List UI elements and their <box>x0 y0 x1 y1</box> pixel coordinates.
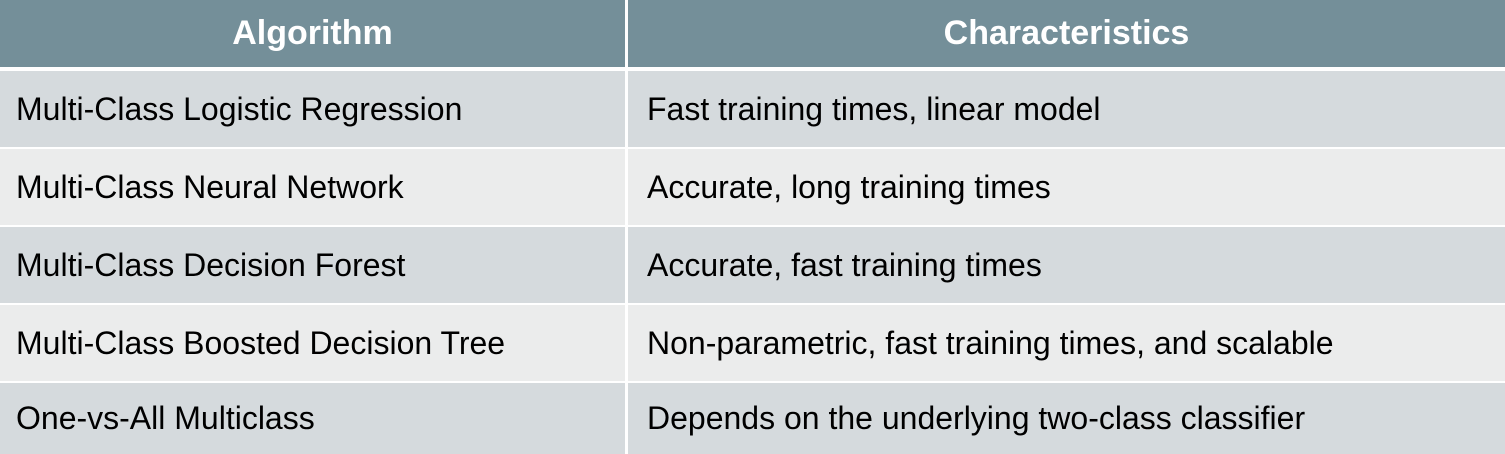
table-row: Multi-Class Logistic Regression Fast tra… <box>0 71 1505 149</box>
table-row: One-vs-All Multiclass Depends on the und… <box>0 383 1505 454</box>
header-characteristics: Characteristics <box>943 14 1190 52</box>
algorithm-cell: Multi-Class Logistic Regression <box>0 71 628 147</box>
algorithm-cell: Multi-Class Decision Forest <box>0 227 628 303</box>
table-row: Multi-Class Boosted Decision Tree Non-pa… <box>0 305 1505 383</box>
table-row: Multi-Class Decision Forest Accurate, fa… <box>0 227 1505 305</box>
algorithm-cell: Multi-Class Neural Network <box>0 149 628 225</box>
algorithm-cell: One-vs-All Multiclass <box>0 383 628 454</box>
characteristics-cell: Accurate, long training times <box>647 168 1051 205</box>
algorithm-cell: Multi-Class Boosted Decision Tree <box>0 305 628 381</box>
characteristics-cell: Depends on the underlying two-class clas… <box>647 400 1306 436</box>
characteristics-cell: Fast training times, linear model <box>647 90 1101 127</box>
header-algorithm: Algorithm <box>0 0 628 67</box>
characteristics-cell: Non-parametric, fast training times, and… <box>647 324 1334 361</box>
table-row: Multi-Class Neural Network Accurate, lon… <box>0 149 1505 227</box>
characteristics-cell: Accurate, fast training times <box>647 246 1042 283</box>
table-header-row: Algorithm Characteristics <box>0 0 1505 71</box>
